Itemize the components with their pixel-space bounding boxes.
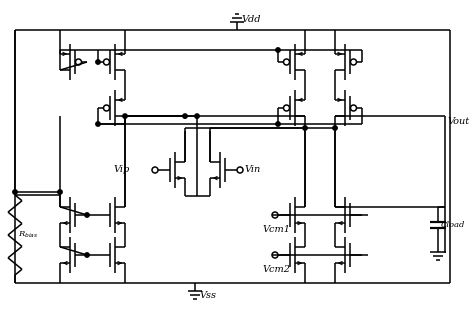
Circle shape bbox=[96, 122, 100, 126]
Text: Vip: Vip bbox=[114, 165, 130, 174]
Circle shape bbox=[276, 48, 280, 52]
Text: Vcm1: Vcm1 bbox=[263, 225, 291, 233]
Circle shape bbox=[13, 190, 17, 194]
Circle shape bbox=[183, 114, 187, 118]
Circle shape bbox=[333, 126, 337, 130]
Text: Vcm2: Vcm2 bbox=[263, 265, 291, 274]
Circle shape bbox=[85, 213, 89, 217]
Circle shape bbox=[58, 190, 62, 194]
Text: Vss: Vss bbox=[200, 290, 217, 300]
Circle shape bbox=[276, 122, 280, 126]
Text: Vin: Vin bbox=[245, 165, 261, 174]
Text: R$_{bias}$: R$_{bias}$ bbox=[18, 230, 38, 240]
Text: Cload: Cload bbox=[441, 221, 465, 229]
Circle shape bbox=[303, 126, 307, 130]
Circle shape bbox=[123, 114, 127, 118]
Circle shape bbox=[96, 60, 100, 64]
Circle shape bbox=[195, 114, 199, 118]
Circle shape bbox=[85, 253, 89, 257]
Text: Vout: Vout bbox=[448, 117, 470, 126]
Text: Vdd: Vdd bbox=[242, 16, 262, 25]
